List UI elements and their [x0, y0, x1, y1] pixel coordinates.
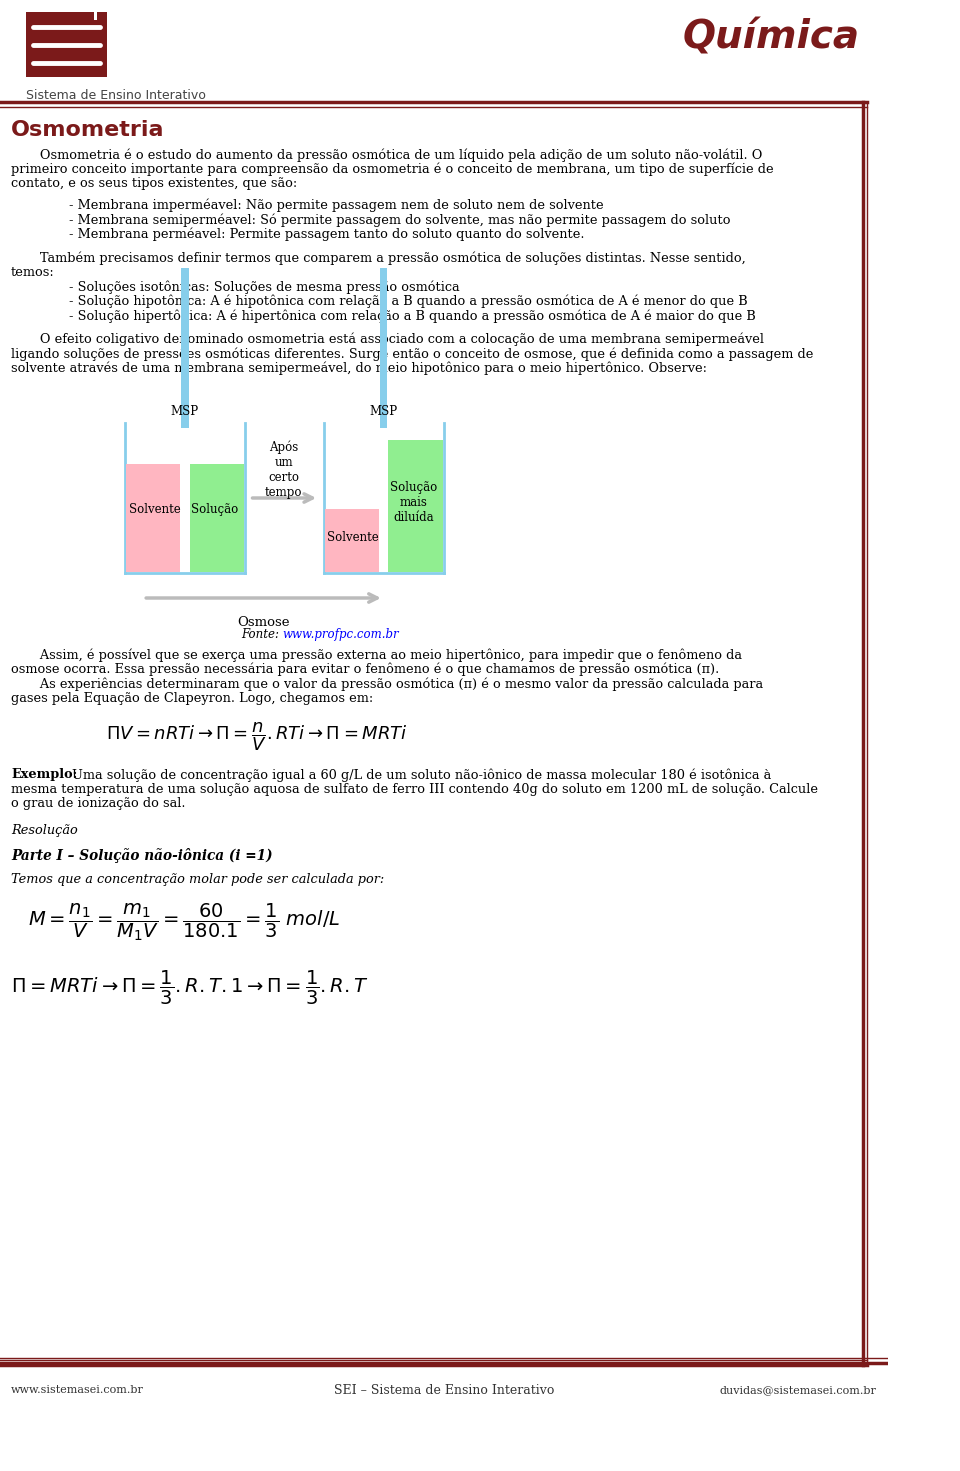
Text: - Solução hipotônica: A é hipotônica com relação a B quando a pressão osmótica d: - Solução hipotônica: A é hipotônica com…	[69, 294, 748, 307]
Text: Uma solução de concentração igual a 60 g/L de um soluto não-iônico de massa mole: Uma solução de concentração igual a 60 g…	[68, 768, 772, 781]
Text: Osmometria: Osmometria	[12, 121, 164, 140]
Bar	[380, 268, 388, 428]
Text: temos:: temos:	[12, 265, 55, 278]
Bar	[66, 46, 100, 54]
Text: Osmose: Osmose	[237, 616, 290, 630]
Text: $M = \dfrac{n_1}{V} = \dfrac{m_1}{M_1 V} = \dfrac{60}{180.1} = \dfrac{1}{3}\ mol: $M = \dfrac{n_1}{V} = \dfrac{m_1}{M_1 V}…	[28, 902, 340, 943]
Text: www.sistemasei.com.br: www.sistemasei.com.br	[12, 1386, 144, 1395]
Text: - Solução hipertônica: A é hipertônica com relação a B quando a pressão osmótica: - Solução hipertônica: A é hipertônica c…	[69, 309, 756, 322]
Text: MSP: MSP	[370, 405, 397, 418]
Text: Química: Química	[683, 18, 860, 56]
Text: gases pela Equação de Clapeyron. Logo, chegamos em:: gases pela Equação de Clapeyron. Logo, c…	[12, 691, 373, 705]
Text: duvidas@sistemasei.com.br: duvidas@sistemasei.com.br	[720, 1386, 876, 1395]
Text: SEI – Sistema de Ensino Interativo: SEI – Sistema de Ensino Interativo	[334, 1384, 554, 1396]
Text: Parte I – Solução não-iônica (i =1): Parte I – Solução não-iônica (i =1)	[12, 847, 273, 863]
Text: $\Pi V = nRTi \rightarrow \Pi = \dfrac{n}{V}.RTi \rightarrow \Pi = MRTi$: $\Pi V = nRTi \rightarrow \Pi = \dfrac{n…	[107, 719, 408, 753]
Text: Solvente: Solvente	[327, 531, 379, 543]
Text: Temos que a concentração molar pode ser calculada por:: Temos que a concentração molar pode ser …	[12, 872, 384, 886]
Text: o grau de ionização do sal.: o grau de ionização do sal.	[12, 797, 185, 811]
Text: Solução
mais
diluída: Solução mais diluída	[390, 481, 437, 524]
Text: primeiro conceito importante para compreensão da osmometria é o conceito de memb: primeiro conceito importante para compre…	[12, 162, 774, 177]
Text: Após
um
certo
tempo: Após um certo tempo	[265, 440, 302, 499]
Text: Assim, é possível que se exerça uma pressão externa ao meio hipertônico, para im: Assim, é possível que se exerça uma pres…	[12, 649, 742, 662]
Text: Osmometria é o estudo do aumento da pressão osmótica de um líquido pela adição d: Osmometria é o estudo do aumento da pres…	[12, 149, 762, 162]
Text: Solvente: Solvente	[129, 503, 180, 515]
Text: contato, e os seus tipos existentes, que são:: contato, e os seus tipos existentes, que…	[12, 177, 298, 190]
Text: O efeito coligativo denominado osmometria está associado com a colocação de uma : O efeito coligativo denominado osmometri…	[12, 332, 764, 346]
Text: MSP: MSP	[171, 405, 199, 418]
Text: - Membrana semiperméavel: Só permite passagem do solvente, mas não permite passa: - Membrana semiperméavel: Só permite pas…	[69, 213, 731, 227]
Bar	[324, 509, 379, 572]
Bar	[26, 12, 108, 76]
Bar	[34, 26, 66, 35]
Text: www.profpc.com.br: www.profpc.com.br	[282, 628, 399, 641]
Text: osmose ocorra. Essa pressão necessária para evitar o fenômeno é o que chamamos d: osmose ocorra. Essa pressão necessária p…	[12, 662, 719, 677]
Bar	[389, 440, 443, 572]
Text: ligando soluções de pressões osmóticas diferentes. Surge então o conceito de osm: ligando soluções de pressões osmóticas d…	[12, 347, 813, 360]
Text: Também precisamos definir termos que comparem a pressão osmótica de soluções dis: Também precisamos definir termos que com…	[12, 252, 746, 265]
Text: Sistema de Ensino Interativo: Sistema de Ensino Interativo	[26, 90, 205, 101]
Bar	[189, 463, 244, 572]
Text: - Membrana imperméavel: Não permite passagem nem de soluto nem de solvente: - Membrana imperméavel: Não permite pass…	[69, 199, 604, 212]
Text: - Soluções isotônicas: Soluções de mesma pressão osmótica: - Soluções isotônicas: Soluções de mesma…	[69, 279, 460, 294]
Text: Solução: Solução	[191, 503, 238, 515]
Bar	[126, 463, 180, 572]
Text: $\Pi = MRTi \rightarrow \Pi = \dfrac{1}{3}.R.T.1 \rightarrow \Pi = \dfrac{1}{3}.: $\Pi = MRTi \rightarrow \Pi = \dfrac{1}{…	[12, 969, 369, 1008]
Text: - Membrana perméavel: Permite passagem tanto do soluto quanto do solvente.: - Membrana perméavel: Permite passagem t…	[69, 228, 585, 241]
Text: Exemplo:: Exemplo:	[12, 768, 78, 781]
Text: solvente através de uma membrana semipermeável, do meio hipotônico para o meio h: solvente através de uma membrana semiper…	[12, 362, 708, 375]
Text: mesma temperatura de uma solução aquosa de sulfato de ferro III contendo 40g do : mesma temperatura de uma solução aquosa …	[12, 783, 818, 796]
Text: Fonte:: Fonte:	[241, 628, 282, 641]
Text: As experiências determinaram que o valor da pressão osmótica (π) é o mesmo valor: As experiências determinaram que o valor…	[12, 677, 763, 690]
Bar	[94, 0, 97, 21]
Text: Resolução: Resolução	[12, 824, 78, 837]
Bar	[181, 268, 188, 428]
